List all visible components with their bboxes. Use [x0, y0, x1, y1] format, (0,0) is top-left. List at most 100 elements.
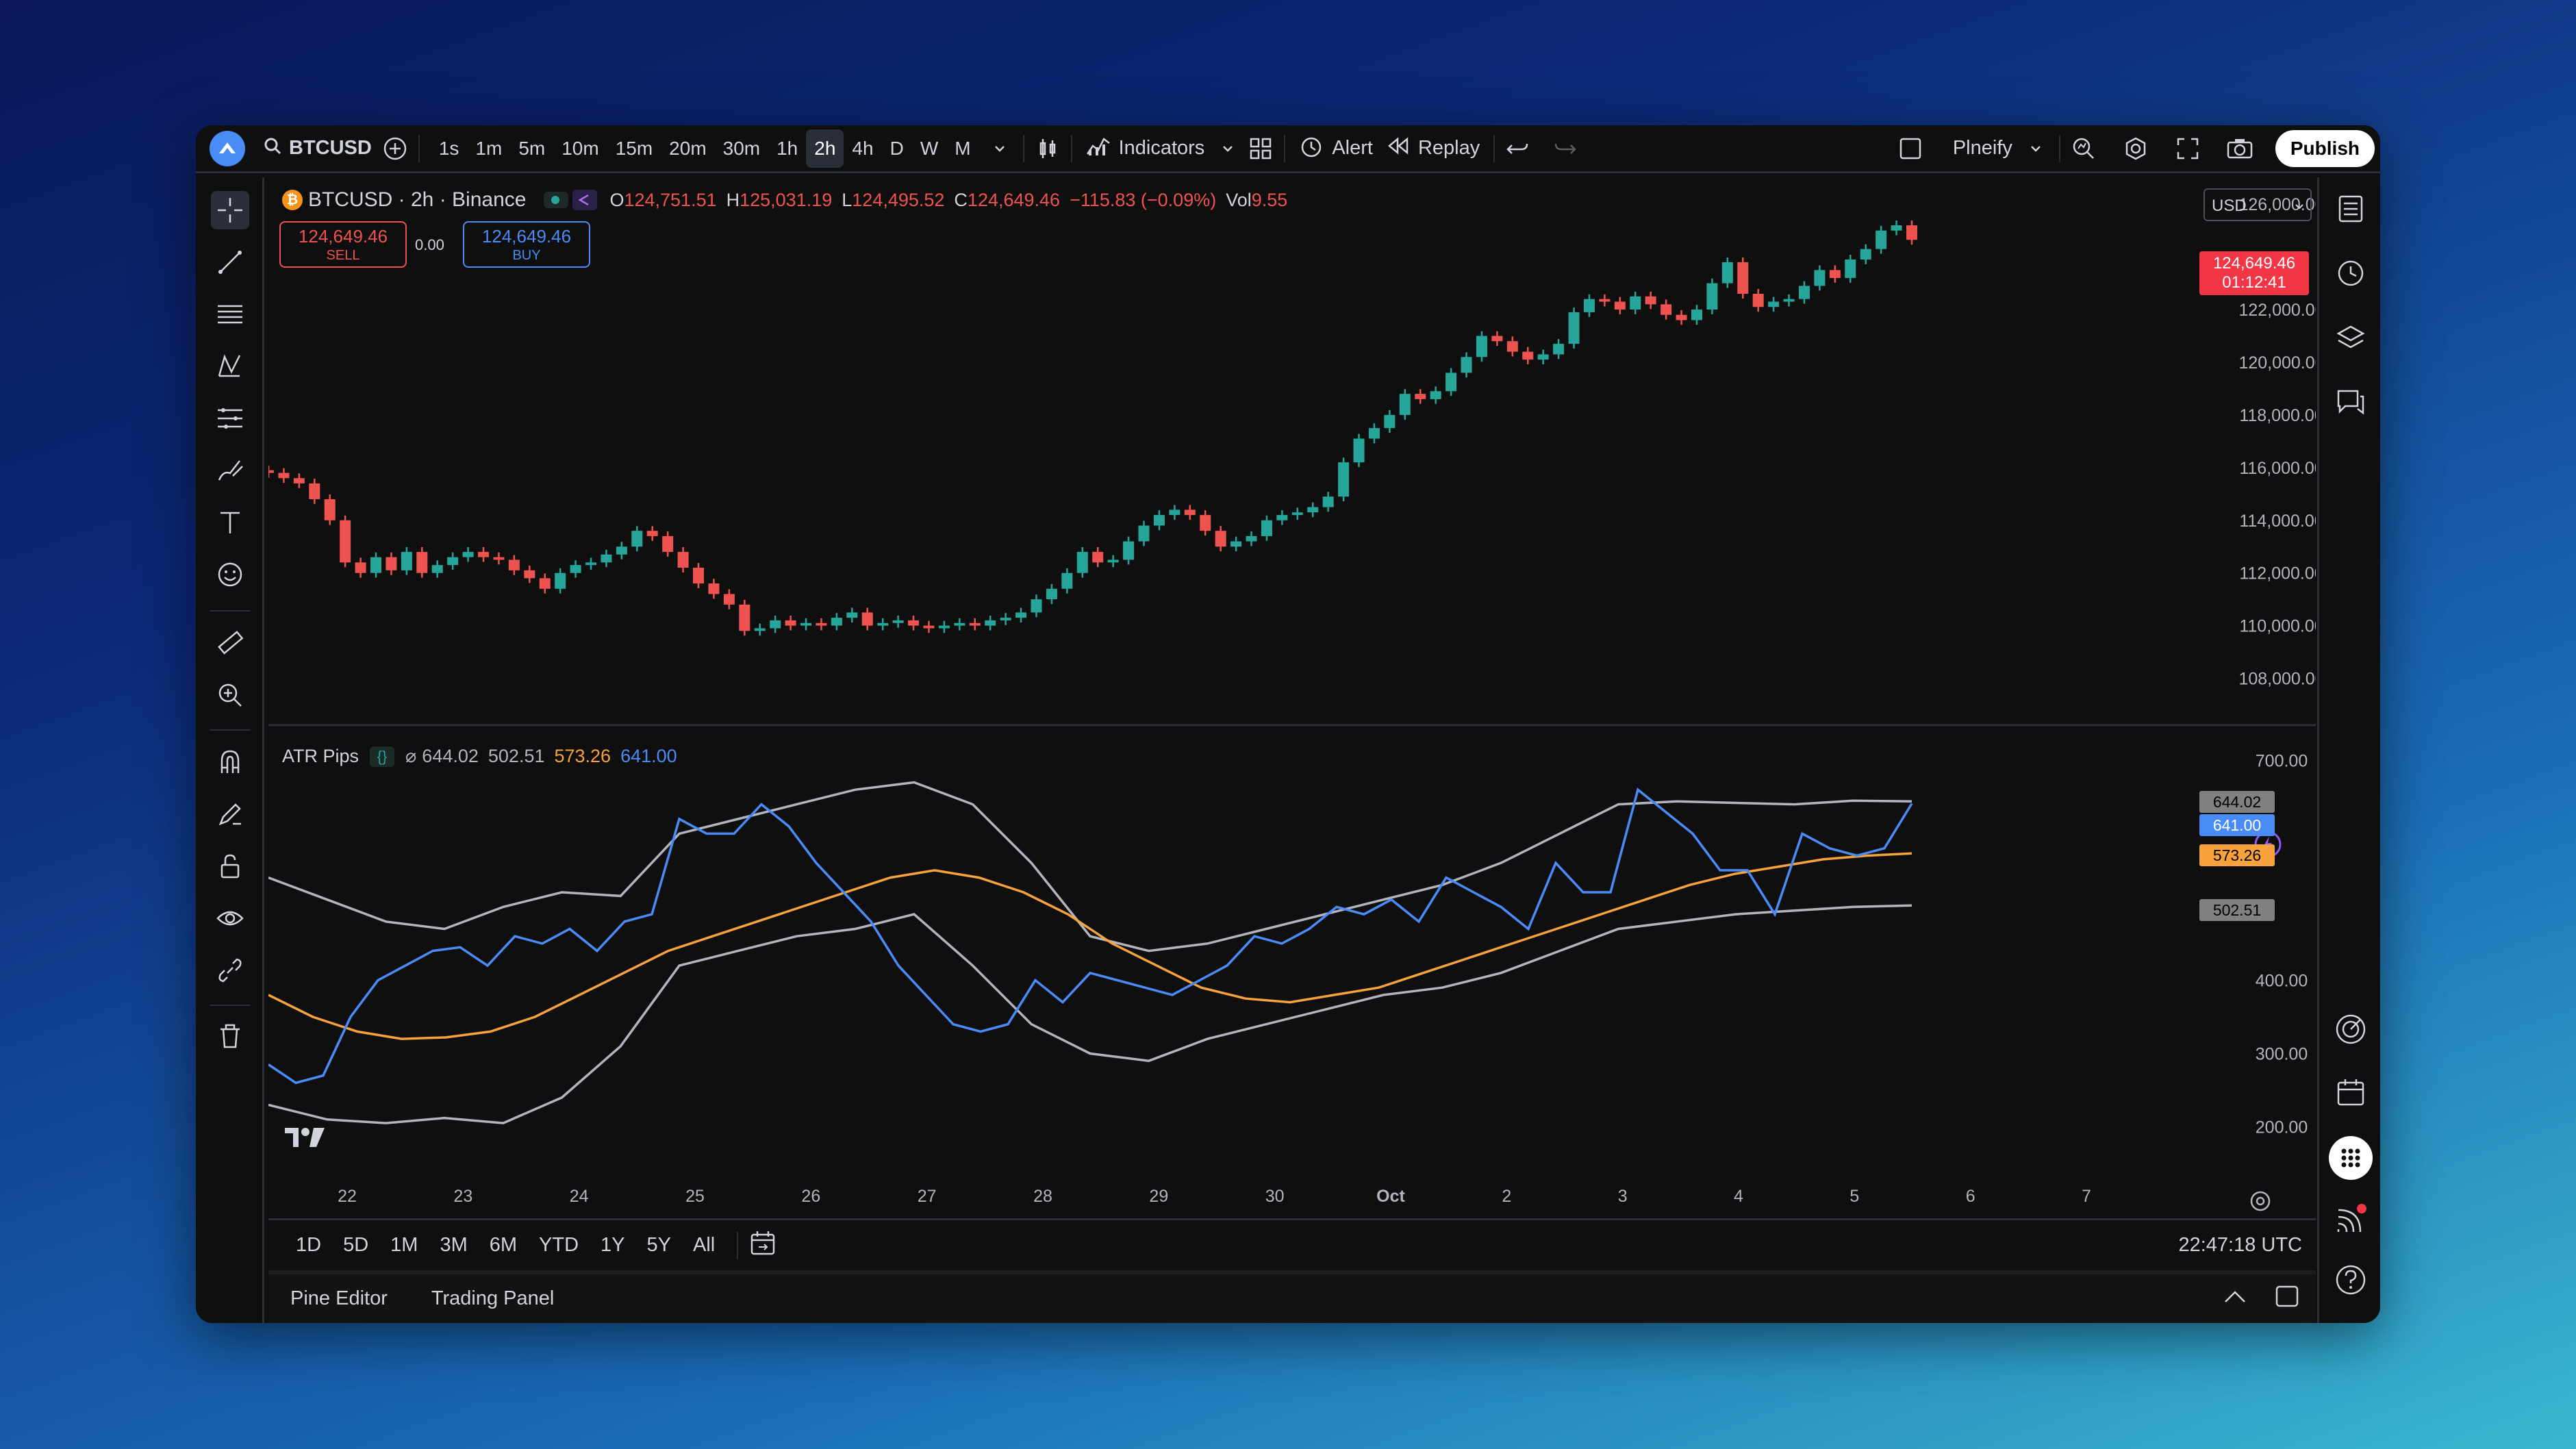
- fullscreen-icon[interactable]: [2171, 132, 2204, 165]
- range-3M[interactable]: 3M: [440, 1234, 468, 1256]
- candle-body: [1721, 262, 1733, 284]
- legend-title[interactable]: BTCUSD · 2h · Binance: [308, 188, 527, 211]
- trend-line-icon[interactable]: [211, 243, 249, 281]
- alerts-clock-icon[interactable]: [2333, 255, 2369, 291]
- chevron-up-icon[interactable]: [2223, 1287, 2247, 1310]
- replay-button[interactable]: Replay: [1380, 125, 1487, 171]
- chevron-down-icon[interactable]: [2019, 132, 2052, 165]
- tradingview-logo-icon[interactable]: [210, 130, 245, 166]
- emoji-icon[interactable]: [211, 555, 249, 594]
- maximize-panel-icon[interactable]: [2275, 1285, 2299, 1313]
- candle-body: [1276, 515, 1288, 520]
- settings-gear-icon[interactable]: [2119, 132, 2152, 165]
- sell-label: SELL: [326, 248, 360, 263]
- crosshair-icon[interactable]: [211, 191, 249, 229]
- candle-body: [555, 572, 566, 589]
- timeframe-20m[interactable]: 20m: [669, 137, 707, 159]
- text-icon[interactable]: [211, 503, 249, 542]
- camera-icon[interactable]: [2223, 132, 2256, 165]
- indicator-name[interactable]: ATR Pips: [282, 746, 359, 766]
- target-icon[interactable]: [2333, 1011, 2369, 1047]
- brush-icon[interactable]: [211, 451, 249, 490]
- sell-button[interactable]: 124,649.46 SELL: [279, 221, 407, 268]
- layout-grid-icon[interactable]: [1244, 132, 1277, 165]
- layout-name[interactable]: Plneify: [1946, 125, 2019, 171]
- candle-body: [1491, 336, 1503, 342]
- range-bar: 1D 5D 1M 3M 6M YTD 1Y 5Y All 22:47:18 UTC: [268, 1218, 2316, 1270]
- currency-select[interactable]: USD: [2204, 188, 2312, 221]
- timeframe-15m[interactable]: 15m: [615, 137, 653, 159]
- alert-button[interactable]: Alert: [1292, 125, 1380, 171]
- stay-drawing-icon[interactable]: [211, 795, 249, 833]
- timeframe-5m[interactable]: 5m: [518, 137, 546, 159]
- indicators-button[interactable]: Indicators: [1079, 125, 1212, 171]
- range-YTD[interactable]: YTD: [539, 1234, 579, 1256]
- timeframe-M[interactable]: M: [955, 137, 971, 159]
- zoom-in-icon[interactable]: [211, 676, 249, 714]
- buy-button[interactable]: 124,649.46 BUY: [463, 221, 590, 268]
- range-1M[interactable]: 1M: [390, 1234, 418, 1256]
- indicators-icon: [1086, 135, 1111, 162]
- link-icon[interactable]: [211, 951, 249, 990]
- time-axis-settings-icon[interactable]: [2249, 1189, 2272, 1216]
- eye-icon[interactable]: [211, 899, 249, 937]
- buy-price: 124,649.46: [481, 226, 572, 247]
- indicator-symbol: ⌀: [405, 746, 417, 766]
- publish-button[interactable]: Publish: [2275, 129, 2375, 167]
- trash-icon[interactable]: [211, 1017, 249, 1055]
- tab-trading-panel[interactable]: Trading Panel: [431, 1287, 555, 1309]
- time-axis-label: 29: [1149, 1187, 1168, 1206]
- apps-grid-icon[interactable]: [2329, 1136, 2373, 1180]
- candles-icon[interactable]: [1031, 132, 1064, 165]
- help-icon[interactable]: [2333, 1262, 2369, 1298]
- clock-label[interactable]: 22:47:18 UTC: [2178, 1234, 2302, 1256]
- signal-icon[interactable]: [2333, 1202, 2369, 1237]
- candle-body: [1783, 299, 1795, 302]
- forecast-icon[interactable]: [211, 399, 249, 438]
- timeframe-30m[interactable]: 30m: [722, 137, 761, 159]
- quick-search-icon[interactable]: [2067, 132, 2100, 165]
- candle-body: [770, 620, 781, 629]
- calendar-icon[interactable]: [2333, 1074, 2369, 1110]
- symbol-search[interactable]: BTCUSD: [256, 125, 379, 171]
- candle-body: [386, 557, 397, 570]
- timeframe-2h[interactable]: 2h: [806, 129, 844, 168]
- range-6M[interactable]: 6M: [489, 1234, 518, 1256]
- timeframe-W[interactable]: W: [920, 137, 939, 159]
- range-5D[interactable]: 5D: [343, 1234, 369, 1256]
- source-code-icon[interactable]: {}: [370, 746, 395, 767]
- candle-body: [646, 531, 658, 536]
- timeframe-1h[interactable]: 1h: [776, 137, 798, 159]
- lock-icon[interactable]: [211, 847, 249, 885]
- timeframe-D[interactable]: D: [889, 137, 904, 159]
- tab-pine-editor[interactable]: Pine Editor: [290, 1287, 388, 1309]
- undo-icon[interactable]: [1502, 132, 1535, 165]
- range-5Y[interactable]: 5Y: [646, 1234, 672, 1256]
- watchlist-icon[interactable]: [2333, 191, 2369, 227]
- add-symbol-icon[interactable]: [379, 132, 412, 165]
- chart-canvas[interactable]: 126,000.00 122,000.00 120,000.00 118,000.00…: [268, 177, 2316, 1218]
- timeframe-1m[interactable]: 1m: [475, 137, 503, 159]
- range-1D[interactable]: 1D: [296, 1234, 322, 1256]
- chart-area[interactable]: 126,000.00 122,000.00 120,000.00 118,000.00…: [268, 177, 2316, 1270]
- redo-icon[interactable]: [1548, 132, 1581, 165]
- pattern-icon[interactable]: [211, 347, 249, 386]
- candle-body: [954, 622, 965, 626]
- range-1Y[interactable]: 1Y: [601, 1234, 625, 1256]
- go-to-date-icon[interactable]: [749, 1229, 776, 1262]
- layout-square-icon[interactable]: [1894, 132, 1927, 165]
- ruler-icon[interactable]: [211, 624, 249, 662]
- timeframe-1s[interactable]: 1s: [438, 137, 459, 159]
- chevron-down-icon[interactable]: [1211, 132, 1244, 165]
- alert-label: Alert: [1332, 137, 1373, 159]
- share-icon[interactable]: [572, 190, 598, 210]
- magnet-icon[interactable]: [211, 743, 249, 781]
- timeframe-10m[interactable]: 10m: [561, 137, 599, 159]
- candle-body: [1000, 618, 1011, 620]
- fib-retracement-icon[interactable]: [211, 295, 249, 333]
- layers-icon[interactable]: [2333, 320, 2369, 355]
- chevron-down-icon[interactable]: [983, 132, 1016, 165]
- chat-icon[interactable]: [2333, 384, 2369, 420]
- range-All[interactable]: All: [693, 1234, 716, 1256]
- timeframe-4h[interactable]: 4h: [852, 137, 874, 159]
